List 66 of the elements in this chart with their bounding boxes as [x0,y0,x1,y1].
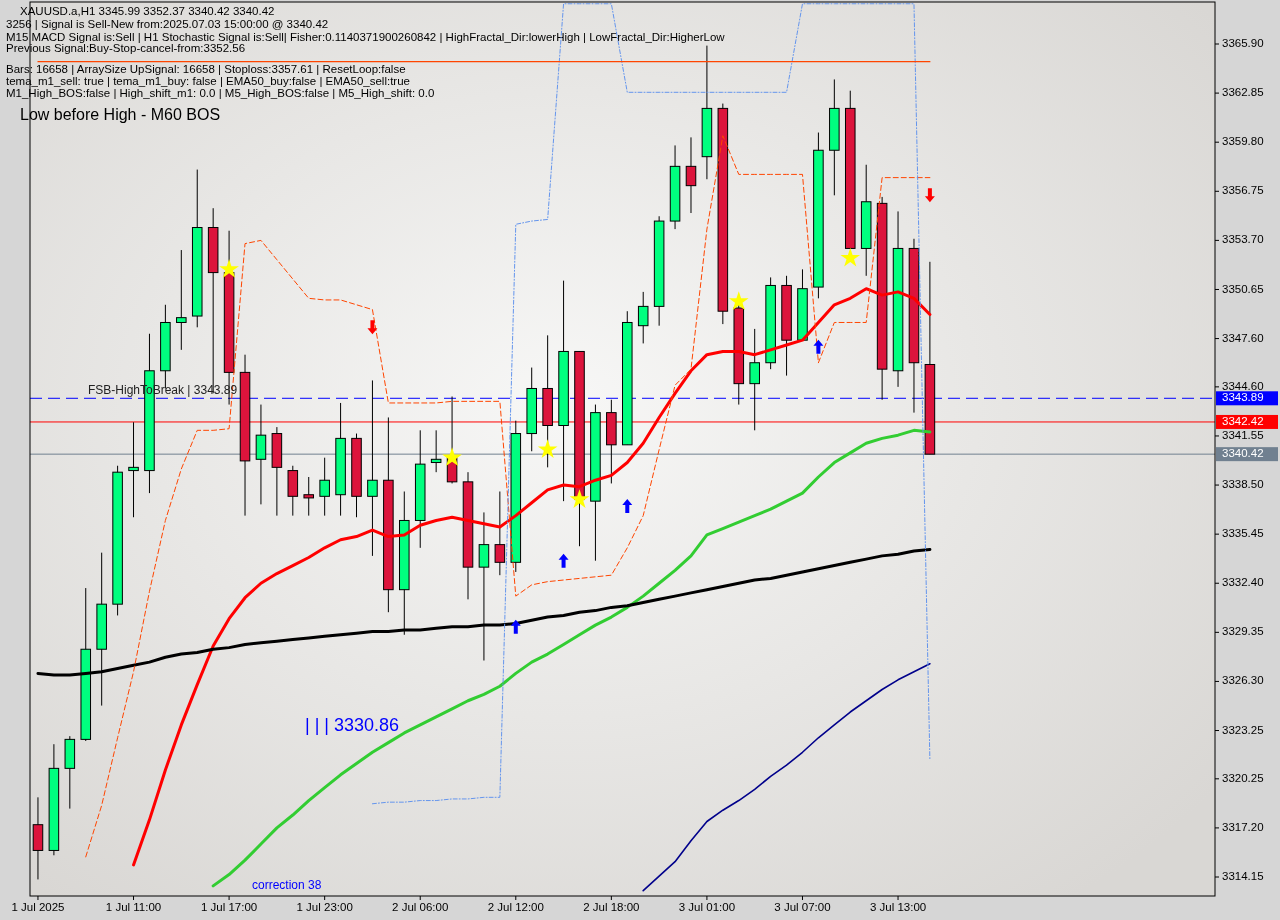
y-tick-label: 3329.35 [1222,625,1264,638]
y-tick-label: 3341.55 [1222,428,1264,441]
x-tick-label: 1 Jul 17:00 [200,901,258,914]
x-tick-label: 2 Jul 18:00 [583,901,640,914]
x-tick-label: 3 Jul 07:00 [774,901,831,914]
point [569,489,590,508]
y-tick-label: 3314.15 [1222,870,1264,883]
point [924,188,935,203]
candlestick [637,291,649,344]
line-series [85,135,931,858]
y-tick-label: 3350.65 [1222,282,1264,295]
annotation: Low before High - M60 BOS [20,106,221,124]
annotation: M1_High_BOS:false | High_shift_m1: 0.0 | M5_High_BOS:false | M5_High_shift: 0.0 [6,87,435,100]
candlestick [176,249,187,351]
chart-title: XAUUSD.a,H1 3345.99 3352.37 3340.42 3340.42 [20,5,275,18]
x-tick-label: 3 Jul 01:00 [678,901,736,914]
candlestick [367,379,378,557]
annotation: M15 MACD Signal is:Sell | H1 Stochastic Signal is:Sell| Fisher:0.1140371900260842 | HighFractal_Dir:lowerHigh | LowFractal_Dir:HigherLow [6,31,726,44]
annotation: Previous Signal:Buy-Stop-cancel-from:3352.56 [6,42,246,55]
y-tick-label: 3332.40 [1222,576,1264,589]
point [622,498,633,513]
x-tick-label: 2 Jul 06:00 [392,901,449,914]
y-tick-label: 3359.80 [1222,135,1264,148]
y-tick-label: 3344.60 [1222,379,1264,392]
x-tick-label: 3 Jul 13:00 [869,901,927,914]
x-tick-label: 1 Jul 23:00 [296,901,353,914]
point [219,259,239,278]
point [840,247,861,267]
y-tick-label: 3338.50 [1222,478,1264,491]
y-tick-label: 3353.70 [1222,233,1264,246]
y-tick-label: 3335.45 [1222,527,1264,540]
ref-line-label: 3343.89 [1222,391,1264,404]
point [442,447,462,467]
annotation: tema_m1_sell: true | tema_m1_buy: false | EMA50_buy:false | EMA50_sell:true [6,75,410,88]
point [558,553,569,568]
ref-line-label: 3342.42 [1222,414,1264,427]
candlestick [303,476,315,517]
ref-line-label: 3340.42 [1222,447,1264,460]
annotation: Bars: 16658 | ArraySize UpSignal: 16658 | Stoploss:3357.61 | ResetLoop:false [6,63,406,76]
y-tick-label: 3323.25 [1222,723,1264,736]
x-tick-label: 1 Jul 2025 [11,901,65,914]
x-tick-label: 2 Jul 12:00 [487,901,544,914]
y-tick-label: 3326.30 [1222,674,1264,687]
x-tick-label: 1 Jul 11:00 [105,901,162,914]
point [813,339,824,354]
point [537,439,558,459]
candlestick [685,136,697,214]
candlestick [319,457,330,517]
candlestick [430,429,442,473]
line-series [211,428,932,888]
point [367,320,378,335]
annotation: | | | 3330.86 [305,714,400,735]
y-tick-label: 3317.20 [1222,820,1264,833]
candlestick [128,421,139,518]
candlestick [749,328,760,431]
y-tick-label: 3347.60 [1222,331,1264,344]
y-tick-label: 3365.90 [1222,37,1264,50]
y-tick-label: 3320.25 [1222,771,1264,784]
annotation: correction 38 [252,878,322,893]
y-tick-label: 3356.75 [1222,184,1264,197]
point [728,291,749,310]
line-series [642,662,931,892]
annotation: 3256 | Signal is Sell-New from:2025.07.03 15:00:00 @ 3340.42 [6,18,329,31]
y-tick-label: 3362.85 [1222,86,1264,99]
candlestick [494,490,506,576]
point [510,619,521,634]
